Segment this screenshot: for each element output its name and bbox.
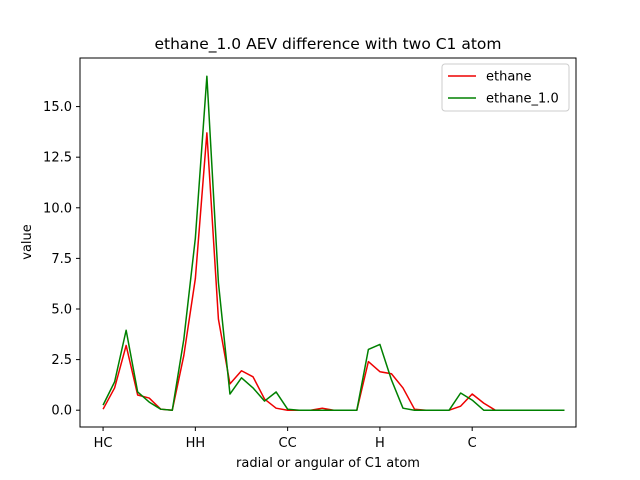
- x-tick-label: C: [468, 436, 477, 451]
- legend: ethane ethane_1.0: [441, 63, 570, 112]
- chart-title: ethane_1.0 AEV difference with two C1 at…: [154, 35, 501, 54]
- x-axis-label: radial or angular of C1 atom: [236, 456, 420, 471]
- y-tick-label: 7.5: [51, 252, 72, 267]
- y-tick-label: 12.5: [43, 151, 72, 166]
- legend-label: ethane: [486, 70, 532, 85]
- x-tick-label: H: [375, 436, 385, 451]
- y-axis: 0.0 2.5 5.0 7.5 10.0 12.5 15.0: [43, 100, 80, 419]
- plot-area: [102, 75, 565, 411]
- y-tick-label: 2.5: [51, 353, 72, 368]
- x-tick-label: CC: [279, 436, 297, 451]
- y-tick-label: 5.0: [51, 302, 72, 317]
- y-tick-label: 15.0: [43, 100, 72, 115]
- legend-label: ethane_1.0: [486, 92, 559, 107]
- x-tick-label: HC: [94, 436, 113, 451]
- y-tick-label: 0.0: [51, 404, 72, 419]
- y-axis-label: value: [20, 224, 35, 260]
- y-tick-label: 10.0: [43, 201, 72, 216]
- series-line-1: [102, 75, 565, 411]
- x-axis: HC HH CC H C: [94, 427, 477, 451]
- plot-frame: [79, 57, 577, 428]
- x-tick-label: HH: [186, 436, 206, 451]
